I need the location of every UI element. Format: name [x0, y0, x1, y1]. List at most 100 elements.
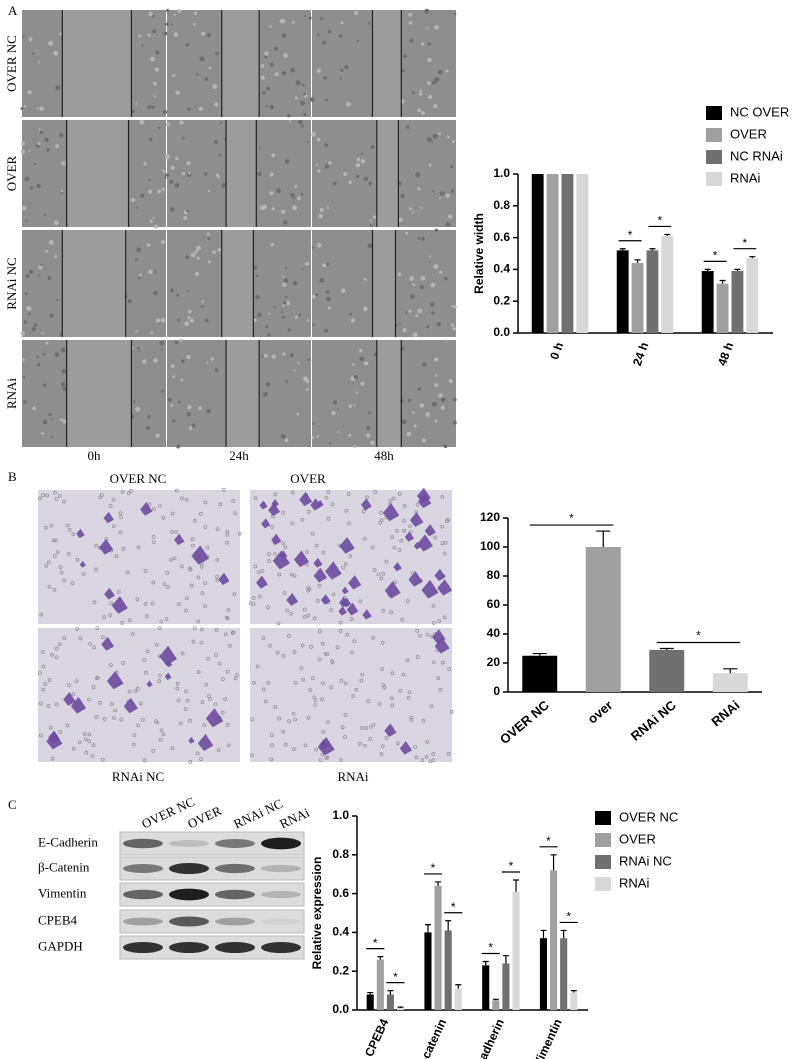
cell — [433, 264, 439, 269]
pore — [116, 590, 121, 594]
pore — [131, 742, 136, 747]
image-label: RNAi — [337, 769, 368, 784]
cell — [366, 425, 371, 431]
cell — [326, 206, 330, 210]
pore — [447, 667, 452, 671]
cell — [329, 442, 332, 445]
cell — [154, 67, 160, 72]
cell — [356, 39, 359, 43]
bar — [570, 992, 578, 1010]
cell — [61, 161, 66, 166]
cell — [151, 105, 155, 109]
pore — [409, 715, 414, 720]
pore — [320, 641, 325, 646]
pore — [366, 699, 371, 703]
pore — [215, 574, 220, 579]
cell — [155, 433, 160, 438]
cell — [366, 433, 371, 438]
cell — [271, 354, 276, 359]
x-tick-label: E-cadherin — [468, 1017, 507, 1059]
cell — [253, 265, 258, 270]
cell — [182, 136, 185, 140]
pore — [215, 578, 220, 583]
pore — [379, 518, 384, 522]
cell — [316, 435, 319, 438]
cell — [42, 352, 46, 356]
cell — [165, 173, 170, 177]
pore — [87, 732, 92, 737]
significance-label: * — [546, 834, 551, 848]
cell — [344, 65, 349, 70]
cell — [196, 73, 199, 76]
pore — [215, 558, 220, 562]
row-label: OVER — [4, 155, 19, 191]
pore — [183, 707, 188, 711]
cell — [131, 109, 135, 113]
stained-cell — [197, 733, 214, 752]
pore — [119, 717, 124, 722]
pore — [102, 615, 107, 619]
cell — [405, 231, 409, 235]
cell — [201, 31, 206, 36]
transwell-image — [250, 628, 454, 764]
pore — [253, 496, 258, 501]
cell — [290, 192, 295, 198]
cell — [270, 242, 275, 247]
stained-cell — [424, 524, 436, 537]
significance-label: * — [658, 214, 663, 228]
transwell-image — [37, 488, 242, 625]
cell — [204, 318, 209, 323]
stained-cell — [159, 645, 177, 666]
cell — [185, 209, 189, 213]
cell — [354, 10, 359, 16]
cell — [48, 40, 54, 46]
cell — [201, 305, 204, 309]
blot-band — [123, 941, 163, 954]
cell — [207, 189, 211, 192]
x-tick-label: over — [585, 697, 616, 726]
cell — [59, 132, 64, 138]
cell — [48, 239, 54, 245]
blot-column-label: RNAi NC — [231, 796, 285, 832]
pore — [179, 564, 184, 569]
pore — [335, 645, 340, 650]
micrograph — [20, 10, 168, 117]
pore — [320, 752, 325, 757]
cell — [186, 412, 192, 417]
pore — [135, 597, 140, 602]
cell — [255, 295, 260, 300]
pore — [363, 743, 367, 748]
cell — [147, 104, 152, 110]
pore — [317, 584, 322, 588]
pore — [170, 530, 174, 534]
pore — [199, 757, 203, 761]
stained-cell — [205, 708, 224, 728]
stained-cell — [404, 531, 415, 542]
cell — [20, 107, 24, 110]
cell — [23, 400, 27, 404]
pore — [424, 754, 429, 759]
cell — [149, 137, 153, 142]
cell — [338, 34, 343, 38]
cell — [292, 196, 296, 200]
pore — [46, 704, 51, 708]
cell — [264, 392, 268, 396]
blot-strip — [119, 909, 305, 934]
cell — [207, 237, 211, 240]
cell — [223, 138, 226, 141]
cell — [440, 405, 445, 410]
blot-strip — [119, 882, 305, 907]
micrograph — [311, 339, 457, 449]
pore — [121, 547, 126, 551]
pore — [364, 726, 369, 730]
stained-cell — [294, 550, 310, 568]
cell — [177, 9, 182, 13]
cell — [348, 404, 352, 408]
cell — [48, 413, 52, 417]
cell — [255, 274, 259, 278]
pore — [192, 519, 197, 523]
cell — [400, 399, 404, 403]
scratch — [221, 230, 254, 337]
stained-cell — [413, 541, 421, 550]
cell — [417, 387, 422, 391]
